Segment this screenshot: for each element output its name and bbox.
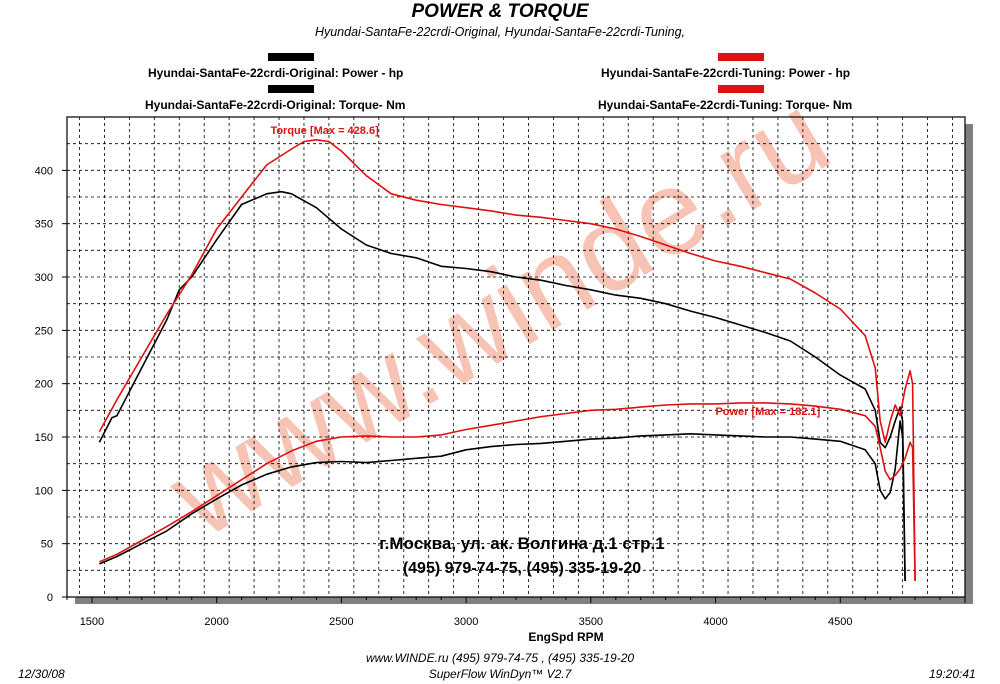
annotation-torque-max: Torque [Max = 428.6] — [270, 125, 379, 137]
x-axis-label: EngSpd RPM — [528, 630, 603, 644]
chart-subtitle: Hyundai-SantaFe-22crdi-Original, Hyundai… — [314, 25, 686, 39]
x-tick-label: 4500 — [828, 616, 852, 628]
footer-software: SuperFlow WinDyn™ V2.7 — [428, 667, 572, 681]
y-tick-label: 200 — [35, 379, 53, 391]
y-tick-label: 400 — [35, 165, 53, 177]
footer-time: 19:20:41 — [929, 667, 976, 681]
y-tick-label: 100 — [35, 485, 53, 497]
y-tick-label: 300 — [35, 272, 53, 284]
chart-title: POWER & TORQUE — [411, 1, 589, 22]
x-tick-label: 2000 — [204, 616, 228, 628]
series-line-hyundai-santafe-22crdi-original-torque-nm — [98, 190, 906, 582]
x-tick-label: 4000 — [703, 616, 727, 628]
y-tick-label: 0 — [47, 592, 53, 604]
legend-label-tuning-torque: Hyundai-SantaFe-22crdi-Tuning: Torque- N… — [598, 98, 853, 112]
address-line1: г.Москва, ул. ак. Волгина д.1 стр.1 — [379, 534, 664, 553]
annotation-power-max: Power [Max = 182.1] — [715, 406, 820, 418]
y-tick-label: 350 — [35, 219, 53, 231]
legend-label-original-power: Hyundai-SantaFe-22crdi-Original: Power -… — [148, 66, 404, 80]
legend-swatch-original-power — [268, 53, 314, 61]
y-tick-label: 250 — [35, 325, 53, 337]
x-tick-label: 3500 — [579, 616, 603, 628]
x-tick-label: 1500 — [80, 616, 104, 628]
footer-contact: www.WINDE.ru (495) 979-74-75 , (495) 335… — [365, 651, 635, 665]
address-line2: (495) 979-74-75, (495) 335-19-20 — [403, 560, 641, 577]
x-tick-label: 3000 — [454, 616, 478, 628]
legend-swatch-tuning-power — [718, 53, 764, 61]
legend-label-original-torque: Hyundai-SantaFe-22crdi-Original: Torque-… — [145, 98, 406, 112]
series-line-hyundai-santafe-22crdi-original-power-hp — [99, 420, 906, 582]
legend-label-tuning-power: Hyundai-SantaFe-22crdi-Tuning: Power - h… — [601, 66, 851, 80]
y-tick-label: 150 — [35, 432, 53, 444]
legend-swatch-tuning-torque — [718, 85, 764, 93]
series-line-hyundai-santafe-22crdi-tuning-power-hp — [99, 402, 916, 582]
legend-swatch-original-torque — [268, 85, 314, 93]
footer-date: 12/30/08 — [18, 667, 65, 681]
y-tick-label: 50 — [41, 539, 53, 551]
series-line-hyundai-santafe-22crdi-tuning-torque-nm — [98, 139, 916, 582]
x-tick-label: 2500 — [329, 616, 353, 628]
